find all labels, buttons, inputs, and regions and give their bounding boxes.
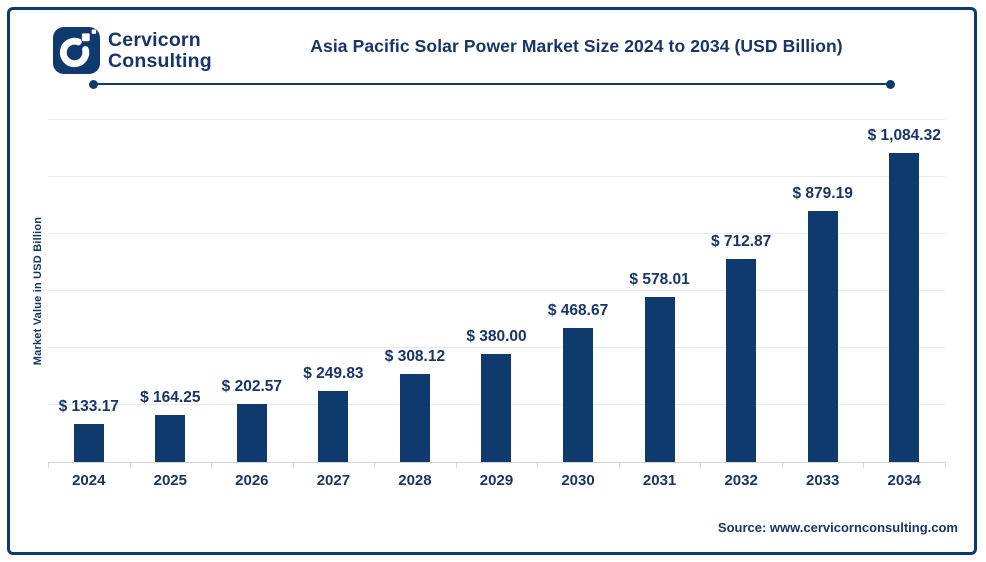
x-tick-label-2025: 2025 xyxy=(153,472,187,489)
bar-2026 xyxy=(236,404,267,462)
chart-title: Asia Pacific Solar Power Market Size 202… xyxy=(310,36,843,56)
bar-group-2029: $ 380.00 2029 xyxy=(456,120,538,489)
brand-line-2: Consulting xyxy=(108,50,212,72)
bar-2029 xyxy=(481,353,512,462)
bar-group-2034: $ 1,084.32 2034 xyxy=(863,120,945,489)
value-label-2029: $ 380.00 xyxy=(466,327,527,345)
x-axis-tick xyxy=(455,462,457,468)
value-label-2033: $ 879.19 xyxy=(792,185,853,203)
x-axis-tick xyxy=(211,462,213,468)
bar-group-2027: $ 249.83 2027 xyxy=(293,120,375,489)
title-underline xyxy=(89,79,895,89)
value-label-2031: $ 578.01 xyxy=(629,271,690,289)
bar-2024 xyxy=(73,424,104,462)
bar-chart-plot-area: $ 133.17 2024 $ 164.25 2025 $ 202.57 2026 $ 24… xyxy=(48,119,946,489)
x-tick-label-2030: 2030 xyxy=(561,472,595,489)
bar-2025 xyxy=(155,415,186,462)
bar-2028 xyxy=(399,374,430,462)
gridline-1000 xyxy=(48,176,945,177)
x-axis-tick xyxy=(863,462,865,468)
bar-group-2033: $ 879.19 2033 xyxy=(782,120,864,489)
x-axis-tick xyxy=(374,462,376,468)
x-tick-label-2032: 2032 xyxy=(724,472,758,489)
bar-2032 xyxy=(726,258,757,462)
x-axis-tick xyxy=(945,462,946,468)
bar-group-2024: $ 133.17 2024 xyxy=(48,120,130,489)
bar-2030 xyxy=(563,328,594,462)
x-tick-label-2024: 2024 xyxy=(72,472,106,489)
value-label-2032: $ 712.87 xyxy=(710,232,772,250)
value-label-2030: $ 468.67 xyxy=(547,302,609,320)
gridline-400 xyxy=(48,347,945,348)
x-tick-label-2033: 2033 xyxy=(805,472,840,489)
bar-group-2026: $ 202.57 2026 xyxy=(211,120,293,489)
value-label-2025: $ 164.25 xyxy=(140,389,201,407)
bar-group-2031: $ 578.01 2031 xyxy=(619,120,701,489)
x-axis-tick xyxy=(292,462,294,468)
value-label-2027: $ 249.83 xyxy=(303,364,364,382)
source-attribution: Source: www.cervicornconsulting.com xyxy=(717,520,958,535)
bar-group-2030: $ 468.67 2030 xyxy=(537,120,619,489)
bar-2033 xyxy=(807,211,838,462)
bar-group-2028: $ 308.12 2028 xyxy=(374,120,456,489)
x-axis-tick xyxy=(129,462,131,468)
bar-2027 xyxy=(318,390,349,462)
x-axis-tick xyxy=(537,462,539,468)
brand-line-1: Cervicorn xyxy=(108,29,201,51)
value-label-2024: $ 133.17 xyxy=(58,398,119,416)
brand-name: Cervicorn Consulting xyxy=(108,30,212,72)
gridline-600 xyxy=(48,290,945,291)
gridline-800 xyxy=(48,233,945,234)
x-tick-label-2031: 2031 xyxy=(642,472,677,489)
value-label-2028: $ 308.12 xyxy=(384,348,446,366)
bar-group-2025: $ 164.25 2025 xyxy=(130,120,212,489)
value-label-2026: $ 202.57 xyxy=(221,378,283,396)
x-tick-label-2034: 2034 xyxy=(887,472,921,489)
x-axis-tick xyxy=(781,462,783,468)
value-label-2034: $ 1,084.32 xyxy=(867,126,941,144)
y-axis-title: Market Value in USD Billion xyxy=(32,216,44,366)
gridline-1200 xyxy=(48,119,945,120)
bar-2031 xyxy=(644,297,675,462)
bar-group-2032: $ 712.87 2032 xyxy=(700,120,782,489)
x-tick-label-2026: 2026 xyxy=(235,472,269,489)
x-tick-label-2027: 2027 xyxy=(316,472,351,489)
x-tick-label-2029: 2029 xyxy=(479,472,514,489)
x-axis-tick xyxy=(700,462,702,468)
x-axis-tick xyxy=(618,462,620,468)
x-tick-label-2028: 2028 xyxy=(398,472,432,489)
cervicorn-logo-icon xyxy=(53,27,100,74)
bar-2034 xyxy=(889,152,920,462)
x-axis-tick xyxy=(48,462,49,468)
x-axis-line xyxy=(48,462,945,463)
